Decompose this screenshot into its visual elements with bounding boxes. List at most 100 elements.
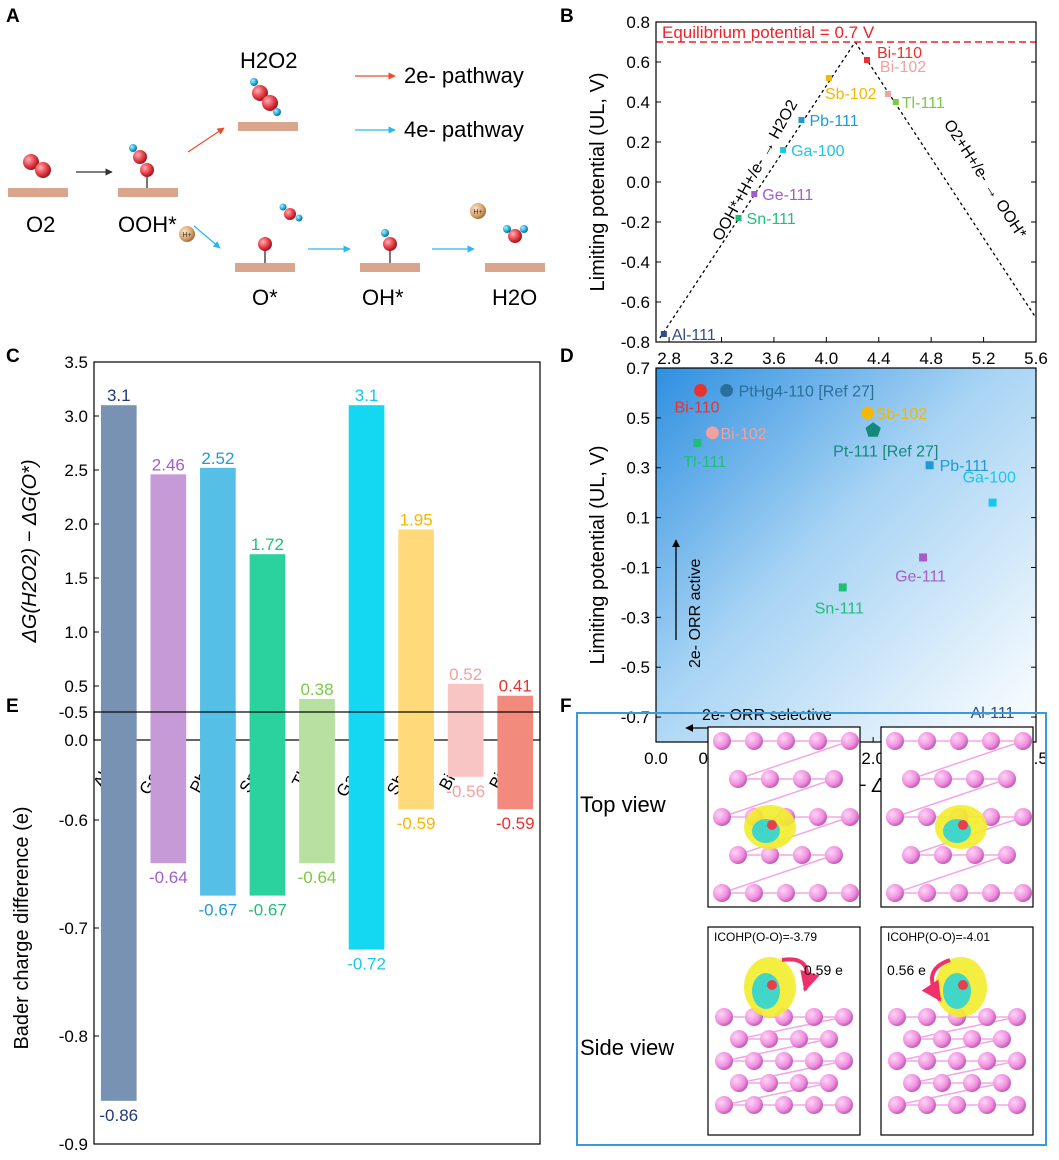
- metal-atom: [998, 846, 1016, 864]
- bar-value-label: -0.72: [347, 955, 386, 974]
- metal-atom: [715, 1096, 733, 1114]
- y-tick-label: 0.0: [64, 731, 88, 750]
- y-tick-label: 0.7: [626, 359, 650, 378]
- y-axis-label: ΔG(H2O2) − ΔG(O*): [19, 460, 41, 644]
- point-bi-102: [884, 91, 891, 97]
- chart-d-scatter: -0.7-0.5-0.3-0.10.10.30.50.70.00.51.01.5…: [587, 359, 1048, 797]
- y-tick-label: 3.0: [64, 407, 88, 426]
- point-sb-102: [825, 75, 832, 81]
- metal-atom: [963, 1030, 981, 1048]
- point-label-sn-111: Sn-111: [747, 211, 796, 228]
- y-tick-label: 0.3: [626, 459, 650, 478]
- point-label-sb-102: Sb-102: [825, 86, 877, 103]
- metal-atom: [1014, 808, 1032, 826]
- point-label-pthg4-110-ref-27: PtHg4-110 [Ref 27]: [739, 383, 875, 400]
- point-pt-111-ref-27: [865, 422, 881, 437]
- y-tick-label: -0.8: [59, 1027, 88, 1046]
- y-tick-label: 2.5: [64, 461, 88, 480]
- y-tick-label: 2.0: [64, 515, 88, 534]
- volcano-line-right: [854, 41, 1037, 319]
- y-tick-label: 0.4: [626, 93, 650, 112]
- metal-atom: [777, 732, 795, 750]
- metal-atom: [715, 1052, 733, 1070]
- y-tick-label: 0.5: [64, 677, 88, 696]
- metal-atom: [1008, 1052, 1026, 1070]
- point-label-ge-111: Ge-111: [762, 187, 813, 204]
- bond: [723, 1082, 830, 1106]
- metal-atom: [982, 808, 1000, 826]
- plot-background-gradient: [656, 368, 1036, 742]
- proton-label-1: H+: [182, 232, 191, 239]
- metal-atom: [966, 846, 984, 864]
- point-label-bi-110: Bi-110: [877, 45, 922, 62]
- bar-value-label: -0.59: [397, 814, 436, 833]
- bar-bi-102: [447, 712, 484, 777]
- bond: [894, 778, 1008, 818]
- metal-atom: [886, 732, 904, 750]
- h2o2-molecule-icon: [250, 78, 281, 116]
- metal-atom: [963, 1074, 981, 1092]
- metal-atom: [918, 1008, 936, 1026]
- bar-value-label: 0.52: [449, 665, 482, 684]
- o-adsorbate-icon: [258, 203, 303, 263]
- point-label-ga-100: Ga-100: [963, 470, 1016, 487]
- isosurface-negative: [752, 973, 780, 1009]
- oxygen-atom: [767, 980, 777, 990]
- metal-atom: [978, 1008, 996, 1026]
- y-tick-label: -0.6: [621, 293, 650, 312]
- bond: [737, 816, 851, 856]
- y-tick-label: 0.6: [626, 53, 650, 72]
- metal-atom: [1008, 1096, 1026, 1114]
- y-tick-label: 0.8: [626, 13, 650, 32]
- panel-letter-f: F: [560, 696, 572, 717]
- bar-value-label: -0.86: [99, 1106, 138, 1125]
- metal-atom: [835, 1096, 853, 1114]
- y-tick-label: 0.0: [626, 173, 650, 192]
- metal-atom: [825, 770, 843, 788]
- metal-atom: [934, 846, 952, 864]
- metal-atom: [888, 1096, 906, 1114]
- metal-atom: [760, 1030, 778, 1048]
- metal-atom: [761, 846, 779, 864]
- icohp-right-label: ICOHP(O-O)=-4.01: [887, 930, 990, 944]
- panel-letter-e: E: [6, 696, 19, 717]
- metal-atom: [729, 846, 747, 864]
- y-axis-label: Limiting potential (UL, V): [587, 446, 609, 665]
- label-h2o2: H2O2: [240, 48, 297, 73]
- point-pthg4-110-ref-27: [720, 384, 733, 397]
- metal-atom: [1014, 732, 1032, 750]
- arrow-2e-to-h2o2: [187, 127, 225, 153]
- metal-atom: [809, 884, 827, 902]
- point-sn-111: [838, 583, 847, 592]
- metal-atom: [902, 846, 920, 864]
- oxygen-atom: [958, 820, 968, 830]
- metal-atom: [775, 1096, 793, 1114]
- charge-transfer-arrow-left: [781, 957, 820, 992]
- surface-slab-oh: [360, 263, 420, 272]
- ooh-adsorbate-icon: [129, 144, 154, 188]
- side-view-left-image: [707, 926, 861, 1136]
- bar-value-label: 0.38: [300, 680, 333, 699]
- h2o-molecule-icon: [503, 225, 528, 243]
- point-ge-111: [751, 191, 758, 197]
- metal-atom: [809, 808, 827, 826]
- bond: [910, 740, 1024, 780]
- x-tick-label: 0.0: [644, 749, 668, 768]
- bond: [896, 1082, 1003, 1106]
- surface-slab-o: [235, 263, 295, 272]
- line-right-label: O2+H+/e- → OOH*: [940, 117, 1029, 242]
- metal-atom: [886, 808, 904, 826]
- metal-atom: [790, 1030, 808, 1048]
- y-tick-label: 0.5: [626, 409, 650, 428]
- o2-molecule-icon: [23, 154, 51, 178]
- top-view-left-image: [707, 726, 861, 908]
- bar-al-111: [100, 405, 137, 740]
- top-view-right-image: [880, 726, 1034, 908]
- metal-atom: [993, 1030, 1011, 1048]
- y-tick-label: 0.1: [626, 509, 650, 528]
- bar-sn-111: [249, 712, 286, 896]
- metal-atom: [805, 1008, 823, 1026]
- bar-ge-111: [150, 474, 187, 740]
- y-tick-label: 1.5: [64, 569, 88, 588]
- y-tick-label: -0.5: [59, 703, 88, 722]
